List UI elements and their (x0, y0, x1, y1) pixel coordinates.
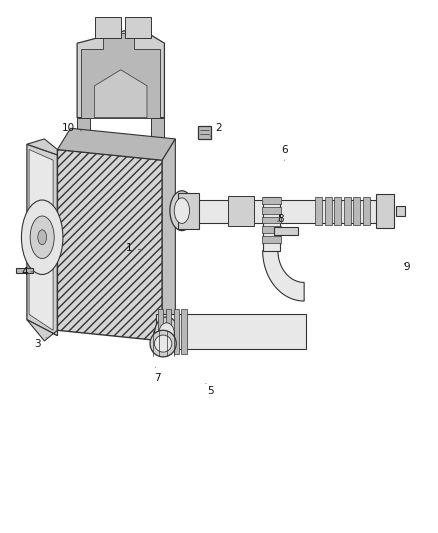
Polygon shape (162, 139, 175, 341)
Ellipse shape (174, 198, 190, 223)
Polygon shape (363, 197, 370, 225)
Polygon shape (396, 206, 405, 216)
Polygon shape (77, 27, 164, 118)
Polygon shape (151, 118, 164, 139)
Polygon shape (166, 309, 171, 354)
Polygon shape (182, 199, 383, 223)
Polygon shape (125, 17, 151, 38)
Text: 10: 10 (62, 123, 81, 133)
Text: 5: 5 (206, 383, 214, 397)
Polygon shape (57, 150, 162, 341)
Polygon shape (198, 126, 211, 139)
Ellipse shape (21, 200, 63, 274)
Polygon shape (262, 216, 281, 223)
Ellipse shape (154, 335, 172, 352)
Polygon shape (315, 197, 322, 225)
Polygon shape (155, 314, 184, 349)
Polygon shape (29, 150, 53, 330)
Polygon shape (181, 309, 187, 354)
Text: 1: 1 (126, 243, 142, 253)
Polygon shape (183, 314, 306, 349)
Polygon shape (262, 236, 281, 243)
Ellipse shape (170, 191, 194, 231)
Polygon shape (95, 17, 121, 38)
Polygon shape (263, 251, 304, 301)
Ellipse shape (159, 323, 174, 343)
Polygon shape (81, 33, 160, 118)
Polygon shape (27, 139, 57, 155)
Text: 8: 8 (277, 214, 283, 224)
Polygon shape (27, 320, 57, 341)
Ellipse shape (150, 330, 176, 357)
Polygon shape (325, 197, 332, 225)
Polygon shape (57, 128, 175, 160)
Text: 3: 3 (35, 337, 46, 349)
Polygon shape (262, 207, 281, 214)
Polygon shape (262, 197, 281, 204)
Ellipse shape (38, 230, 46, 245)
Polygon shape (177, 193, 199, 229)
Polygon shape (158, 309, 163, 354)
Polygon shape (344, 197, 351, 225)
Ellipse shape (30, 216, 54, 259)
Polygon shape (16, 268, 33, 273)
Polygon shape (353, 197, 360, 225)
Polygon shape (376, 194, 394, 228)
Polygon shape (95, 70, 147, 118)
Polygon shape (274, 227, 297, 235)
Text: 4: 4 (21, 267, 33, 277)
Polygon shape (334, 197, 341, 225)
Polygon shape (27, 144, 57, 336)
Text: 7: 7 (155, 368, 161, 383)
Ellipse shape (155, 317, 179, 349)
Polygon shape (173, 309, 179, 354)
Polygon shape (77, 118, 90, 139)
Text: 6: 6 (281, 144, 288, 160)
Polygon shape (263, 197, 280, 251)
Text: 2: 2 (210, 123, 223, 136)
Polygon shape (228, 196, 254, 226)
Text: 9: 9 (403, 262, 410, 271)
Polygon shape (262, 226, 281, 233)
